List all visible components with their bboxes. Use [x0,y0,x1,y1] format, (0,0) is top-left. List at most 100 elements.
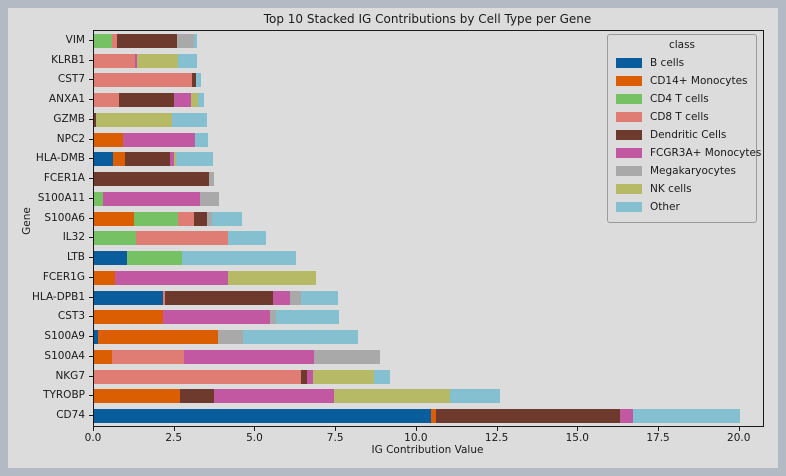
x-axis-label: IG Contribution Value [371,444,484,456]
bar-segment [94,231,136,246]
y-tick-label: HLA-DPB1 [31,290,85,303]
x-tick-label: 2.5 [165,432,183,444]
bar-segment [94,33,112,48]
legend-title: class [668,39,696,51]
y-tick-label: CST7 [57,73,85,86]
y-tick-mark [89,316,93,318]
legend-label: CD4 T cells [650,93,709,105]
bar-segment [213,389,334,404]
x-tick-mark [335,427,337,431]
y-tick-label: GZMB [53,112,85,125]
legend-entry: Dendritic Cells [616,126,748,144]
bar-segment [273,290,290,305]
bar-segment [118,93,174,108]
bar-row [94,231,763,246]
legend-entry: NK cells [616,180,748,198]
bar-segment [193,33,197,48]
bar-segment [94,53,135,68]
y-tick-mark [89,355,93,357]
bar-segment [289,290,302,305]
legend-swatch [616,166,642,176]
y-tick-mark [89,276,93,278]
bar-segment [209,172,215,187]
bar-segment [113,152,126,167]
y-tick-label: CD74 [56,409,85,422]
legend-entry: FCGR3A+ Monocytes [616,144,761,162]
bar-segment [162,310,270,325]
bar-row [94,270,763,285]
legend-swatch [616,184,642,194]
x-tick-mark [496,427,498,431]
bar-segment [137,53,179,68]
bar-segment [227,270,317,285]
legend-entry: CD4 T cells [616,90,748,108]
bar-segment [194,211,207,226]
bar-segment [301,290,338,305]
bar-row [94,152,763,167]
y-tick-label: S100A11 [37,191,85,204]
legend-swatch [616,76,642,86]
bar-segment [114,270,228,285]
plot-area: class B cells CD14+ Monocytes CD4 T cells C… [93,30,764,427]
bar-segment [169,152,175,167]
bar-segment [94,290,164,305]
bar-segment [199,191,220,206]
bar-segment [94,132,124,147]
bar-row [94,389,763,404]
y-tick-mark [89,237,93,239]
bar-segment [94,112,96,127]
x-tick-mark [738,427,740,431]
bar-row [94,132,763,147]
x-tick-label: 5.0 [246,432,263,444]
y-tick-label: KLRB1 [51,53,85,66]
x-tick-mark [173,427,175,431]
bar-segment [269,310,277,325]
bar-segment [176,152,214,167]
legend-entry: Megakaryocytes [616,162,748,180]
bar-segment [180,389,214,404]
legend-label: Dendritic Cells [650,129,727,141]
y-tick-label: VIM [65,33,85,46]
bar-segment [195,132,209,147]
x-tick-label: 0.0 [84,432,102,444]
bar-segment [300,369,307,384]
bar-segment [174,152,176,167]
bar-segment [171,112,207,127]
bar-segment [111,33,117,48]
bar-segment [94,93,119,108]
bar-row [94,33,763,48]
x-tick-label: 10.0 [404,432,428,444]
bar-row [94,172,763,187]
legend-label: B cells [650,57,685,69]
x-tick-label: 15.0 [565,432,589,444]
bar-segment [184,349,314,364]
chart-title: Top 10 Stacked IG Contributions by Cell … [263,12,592,26]
bar-segment [333,389,451,404]
legend-label: FCGR3A+ Monocytes [650,147,762,159]
legend-swatch [616,58,642,68]
bar-segment [135,231,228,246]
bar-segment [125,152,170,167]
bar-segment [94,73,193,88]
y-tick-mark [89,336,93,338]
y-tick-mark [89,415,93,417]
bar-segment [94,152,114,167]
bar-segment [123,132,196,147]
y-tick-label: LTB [66,251,85,264]
bar-segment [177,211,195,226]
y-tick-label: NKG7 [55,369,85,382]
x-tick-mark [254,427,256,431]
bar-segment [196,73,201,88]
y-tick-mark [89,158,93,160]
bar-row [94,349,763,364]
y-tick-label: HLA-DMB [35,152,85,165]
y-tick-label: NPC2 [56,132,85,145]
bar-segment [173,93,191,108]
bar-segment [94,409,432,424]
bar-segment [181,251,296,266]
bar-segment [632,409,740,424]
bar-row [94,73,763,88]
legend-swatch [616,202,642,212]
bar-row [94,191,763,206]
